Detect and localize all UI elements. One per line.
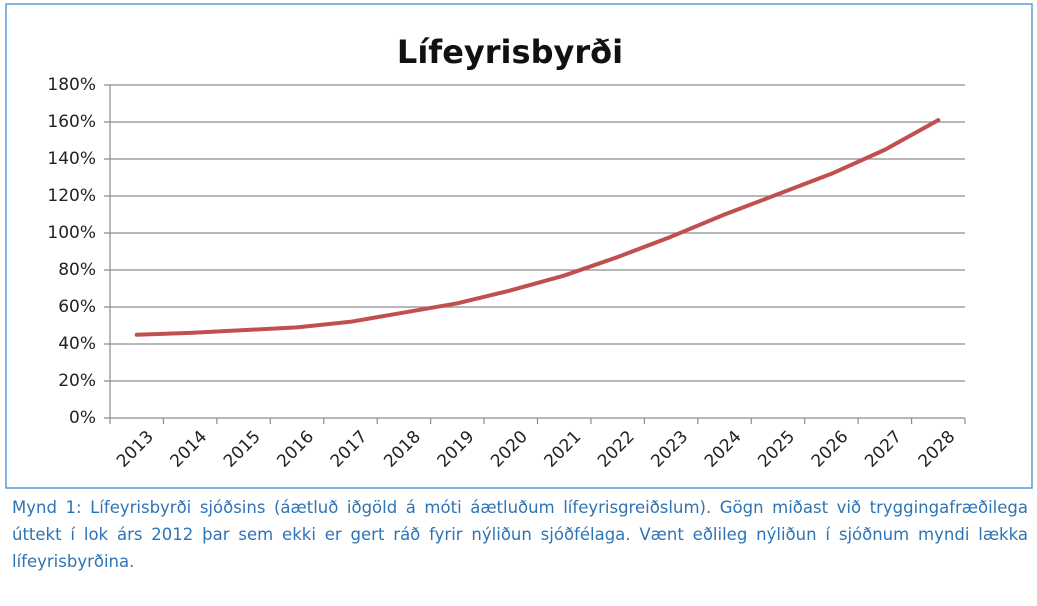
x-tick-label: 2014 [166,427,211,472]
caption: Mynd 1: Lífeyrisbyrði sjóðsins (áætluð i… [12,498,1028,571]
y-tick-label: 100% [47,223,96,243]
x-tick-label: 2016 [273,427,318,472]
x-tick-label: 2019 [434,427,479,472]
x-tick-label: 2020 [487,427,532,472]
chart: Lífeyrisbyrði 0% 20% 40% 60% 80% 100% 120% 140%… [5,3,1033,489]
x-tick-label: 2023 [647,427,692,472]
y-tick-label: 80% [58,260,96,280]
y-tick-label: 160% [47,112,96,132]
x-tick-label: 2026 [808,427,853,472]
x-tick-label: 2021 [541,427,586,472]
y-tick-label: 180% [47,75,96,95]
x-tick-label: 2013 [113,427,158,472]
x-tick-label: 2017 [327,427,372,472]
y-tick-label: 60% [58,297,96,317]
y-tick-label: 120% [47,186,96,206]
x-tick-label: 2027 [861,427,906,472]
data-line [134,118,941,337]
y-tick-label: 0% [69,408,96,428]
x-tick-label: 2015 [220,427,265,472]
y-tick-label: 40% [58,334,96,354]
x-tick-label: 2025 [754,427,799,472]
y-tick-label: 20% [58,371,96,391]
y-tick-label: 140% [47,149,96,169]
chart-border [5,3,1033,489]
x-tick-label: 2022 [594,427,639,472]
x-tick-label: 2028 [915,427,960,472]
x-tick-label: 2018 [380,427,425,472]
x-tick-label: 2024 [701,427,746,472]
chart-title: Lífeyrisbyrði [397,33,623,71]
